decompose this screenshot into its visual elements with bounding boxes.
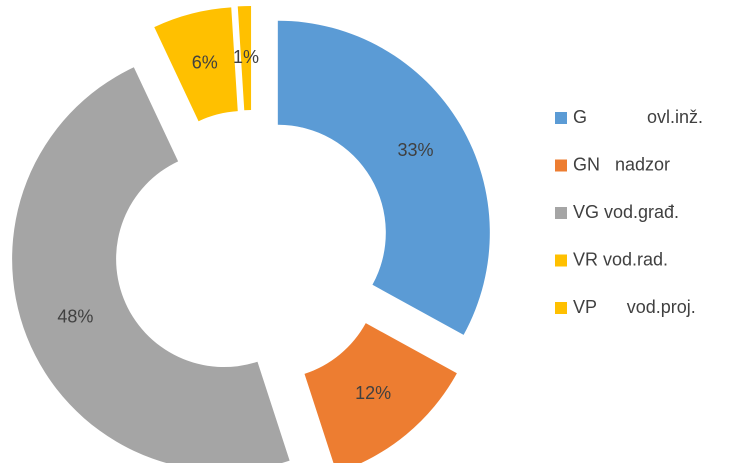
legend-label: VR vod.rad. bbox=[573, 249, 668, 269]
legend-marker bbox=[555, 112, 567, 124]
data-label: 6% bbox=[192, 53, 218, 73]
data-label: 12% bbox=[355, 383, 391, 403]
donut-slice bbox=[277, 20, 490, 335]
data-label: 1% bbox=[233, 47, 259, 67]
legend-marker bbox=[555, 302, 567, 314]
legend-label: VG vod.građ. bbox=[573, 202, 679, 222]
data-label: 48% bbox=[57, 307, 93, 327]
donut-slice bbox=[12, 67, 290, 463]
legend-marker bbox=[555, 207, 567, 219]
legend-label: GN nadzor bbox=[573, 154, 670, 174]
data-label: 33% bbox=[398, 140, 434, 160]
legend-marker bbox=[555, 254, 567, 267]
legend-marker bbox=[555, 159, 567, 172]
donut-slice bbox=[304, 323, 457, 463]
legend-label: G ovl.inž. bbox=[573, 107, 703, 127]
legend-label: VP vod.proj. bbox=[573, 297, 696, 317]
donut-slice bbox=[237, 6, 252, 111]
donut-slice bbox=[154, 7, 238, 122]
